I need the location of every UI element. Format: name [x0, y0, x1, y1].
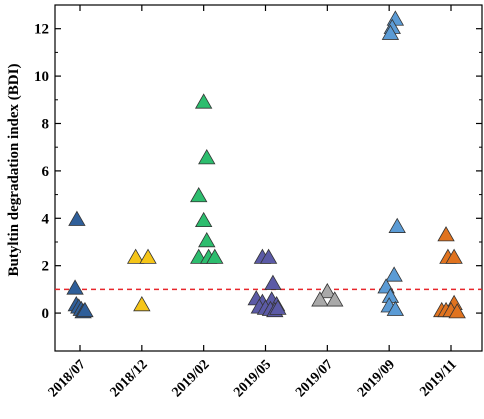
data-point: [126, 248, 145, 264]
x-tick-label: 2018/12: [108, 357, 151, 400]
data-point: [385, 266, 403, 282]
data-point: [448, 303, 466, 319]
data-point: [311, 291, 329, 307]
data-point: [206, 248, 224, 264]
x-tick-label: 2019/02: [169, 357, 212, 400]
data-point: [68, 210, 86, 226]
data-point: [388, 217, 406, 233]
data-point: [381, 24, 400, 40]
y-axis-label: Butyltin degradation index (BDI): [6, 64, 22, 277]
data-point: [437, 226, 455, 242]
data-point: [194, 211, 213, 228]
data-point: [76, 301, 94, 318]
data-point: [445, 248, 463, 264]
x-tick-label: 2018/07: [46, 357, 89, 400]
series-2019-05: [247, 248, 287, 318]
data-point: [190, 186, 208, 203]
series-2018-07: [66, 210, 94, 319]
data-point: [264, 274, 282, 290]
data-point: [194, 93, 213, 109]
data-point: [198, 149, 216, 165]
data-points: [66, 10, 466, 319]
series-2019-07: [311, 282, 344, 307]
y-tick-label: 0: [42, 306, 50, 322]
x-tick-label: 2019/05: [231, 357, 274, 400]
x-tick-label: 2019/11: [417, 357, 460, 400]
series-2019-02: [190, 93, 224, 264]
x-tick-label: 2019/09: [355, 357, 398, 400]
series-2019-09: [377, 10, 406, 316]
y-tick-label: 12: [34, 22, 49, 38]
data-point: [259, 248, 278, 264]
y-axis-ticks: 0 2 4 6 8 10 12: [34, 22, 482, 322]
plot-frame: [54, 4, 483, 352]
data-point: [66, 279, 84, 295]
y-tick-label: 10: [34, 69, 49, 85]
data-point: [318, 282, 337, 299]
data-point: [139, 248, 157, 264]
y-tick-label: 8: [42, 116, 50, 132]
data-point: [269, 299, 287, 315]
series-2018-12: [126, 248, 157, 312]
y-tick-label: 6: [42, 164, 50, 180]
x-axis-ticks: 2018/07 2018/12 2019/02 2019/05 2019/07 2019/…: [46, 5, 460, 400]
y-tick-label: 4: [42, 211, 50, 227]
data-point: [386, 300, 405, 316]
data-point: [133, 295, 151, 312]
data-point: [326, 291, 344, 307]
series-2019-11: [433, 226, 466, 319]
x-tick-label: 2019/07: [293, 357, 336, 400]
y-tick-label: 2: [42, 259, 50, 275]
data-point: [198, 231, 216, 248]
